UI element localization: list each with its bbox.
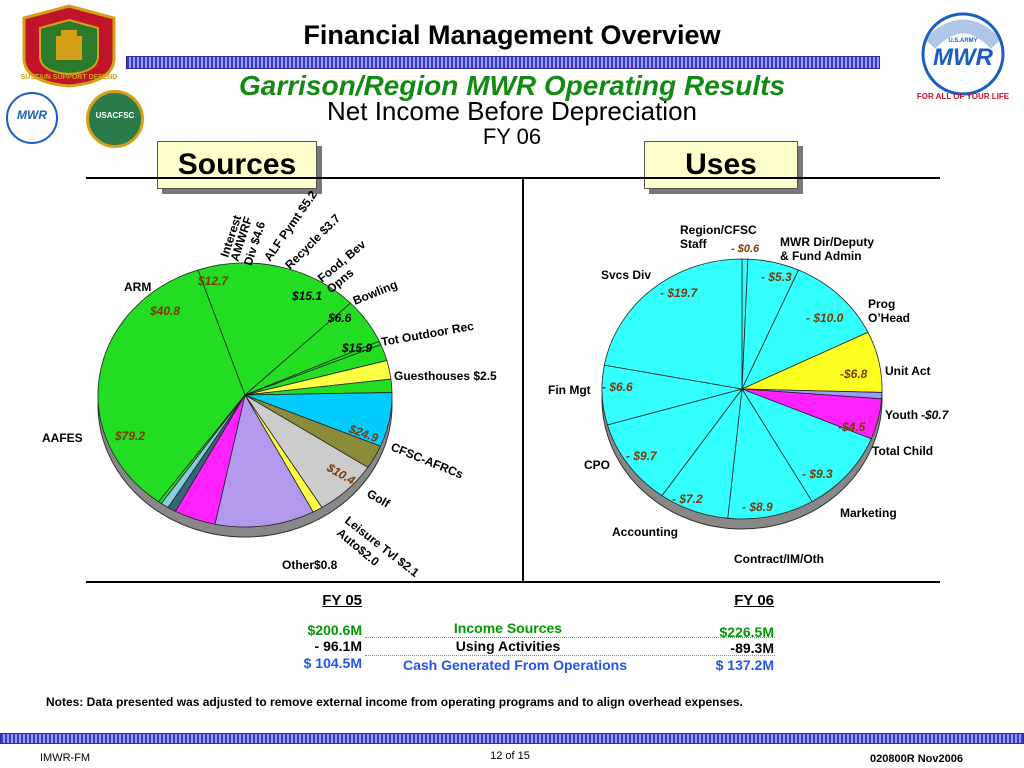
army-seal-logo: SUSTAIN SUPPORT DEFEND (14, 2, 124, 88)
pie-slice-svcs-div (603, 258, 743, 390)
fy05-income: $200.6M (307, 622, 362, 638)
slice-label-mwr-dir-deputy-fund-admin-0: MWR Dir/Deputy (780, 235, 874, 249)
uses-heading: Uses (644, 141, 798, 189)
pie-slice-other-0-8 (158, 394, 246, 505)
frame-bottom-line (86, 581, 940, 583)
value-label-arm: $40.8 (149, 304, 180, 318)
value-label-contract-im-oth: - $8.9 (742, 500, 773, 514)
slice-label-region-cfsc-staff-0: Region/CFSC (680, 223, 757, 237)
value-label-aafes: $79.2 (114, 429, 145, 443)
footer-right: 020800R Nov2006 (870, 753, 963, 765)
pie-slice-aafes (97, 269, 246, 503)
slice-label-guesthouses-2-5: Guesthouses $2.5 (394, 369, 497, 383)
footer-left: IMWR-FM (40, 752, 91, 764)
value-label-total-child: -$4.5 (838, 420, 866, 434)
sources-pie: AAFES $79.2ARM$40.8$12.7InterestAMWRFDiv … (42, 188, 497, 580)
income-sources-label: Income Sources (453, 620, 563, 636)
mwr-logo-small: MWR (6, 92, 58, 144)
value-label-mwr-dir-deputy-fund-admin: - $5.3 (761, 270, 792, 284)
fy06-cash: $ 137.2M (715, 657, 774, 673)
value-label-prog-o-head: - $10.0 (806, 311, 844, 325)
slice-label-prog-o-head-0: Prog (868, 297, 895, 311)
slice-label-mwr-dir-deputy-fund-admin-1: & Fund Admin (780, 249, 862, 263)
slice-label-region-cfsc-staff-1: Staff (680, 237, 708, 251)
mwr-logo-large: U.S.ARMY MWR FOR ALL OF YOUR LIFE (910, 4, 1016, 108)
title-divider-bar (126, 56, 880, 69)
slice-label-contract-im-oth: Contract/IM/Oth (734, 552, 824, 566)
slice-label-svcs-div: Svcs Div (601, 268, 651, 282)
value-label-svcs-div: - $19.7 (660, 286, 699, 300)
fy05-cash: $ 104.5M (303, 655, 362, 671)
value-label-12-7: $12.7 (197, 274, 229, 288)
value-label-unit-act: -$6.8 (840, 367, 868, 381)
cash-generated-label: Cash Generated From Operations (402, 657, 628, 673)
value-label-tot-outdoor-rec: $15.9 (341, 341, 372, 355)
frame-top-line (86, 177, 940, 179)
slice-label-total-child: Total Child (872, 444, 933, 458)
slice-label-youth: Youth (885, 408, 918, 422)
fy06-header: FY 06 (734, 592, 774, 609)
pie-slice-cpo (606, 388, 744, 497)
notes-text: Notes: Data presented was adjusted to re… (46, 695, 743, 709)
value-label-accounting: - $7.2 (672, 492, 703, 506)
footer-divider-bar (0, 733, 1024, 744)
page-title: Financial Management Overview (303, 20, 721, 50)
slice-label-marketing: Marketing (840, 506, 897, 520)
slice-label-unit-act: Unit Act (885, 364, 931, 378)
value-label-fin-mgt: - $6.6 (602, 380, 633, 394)
frame-divider (522, 177, 524, 583)
pie-slice-arm (197, 262, 352, 396)
fy06-using: -89.3M (730, 640, 774, 656)
slice-label-other-0-8: Other$0.8 (282, 558, 338, 572)
army-seal-text: SUSTAIN SUPPORT DEFEND (20, 74, 118, 81)
slice-label-bowling: Bowling (351, 277, 400, 307)
value-label-marketing: - $9.3 (802, 467, 833, 481)
slice-label-cfsc-afrcs: CFSC-AFRCs (389, 440, 466, 482)
fy05-header: FY 05 (322, 592, 362, 609)
slice-label-accounting: Accounting (612, 525, 678, 539)
value-label-food-bev-opns: $15.1 (291, 289, 322, 303)
sources-heading: Sources (157, 141, 317, 189)
period-label: FY 06 (482, 124, 542, 149)
pie-slice-contract-im-oth (727, 387, 813, 520)
footer-page-number: 12 of 15 (490, 750, 530, 762)
slice-label-fin-mgt: Fin Mgt (548, 383, 591, 397)
usacfsc-eagle-logo: USACFSC (86, 90, 144, 148)
slice-label-cpo: CPO (584, 458, 610, 472)
using-activities-label: Using Activities (455, 638, 561, 654)
fy05-using: - 96.1M (314, 638, 362, 654)
pie-slice-cfsc-afrcs (214, 393, 314, 528)
value-label-cpo: - $9.7 (626, 449, 658, 463)
value-label-youth: -$0.7 (921, 408, 950, 422)
slice-label-prog-o-head-1: O’Head (868, 311, 910, 325)
slice-label-aafes: AAFES (42, 431, 83, 445)
summary-dotted-line-2 (365, 655, 775, 656)
fy06-income: $226.5M (719, 624, 774, 640)
pie-slice-marketing (741, 388, 872, 503)
slice-label-tot-outdoor-rec: Tot Outdoor Rec (380, 319, 475, 349)
slice-label-arm: ARM (124, 280, 151, 294)
value-label-region-cfsc-staff: - $0.6 (731, 243, 760, 255)
page-subtitle-2: Net Income Before Depreciation (327, 96, 697, 126)
slice-label-golf: Golf (365, 486, 394, 511)
pie-slice-prog-o-head (741, 269, 869, 390)
summary-dotted-line-1 (365, 637, 775, 638)
value-label-bowling: $6.6 (327, 311, 352, 325)
page-subtitle: Garrison/Region MWR Operating Results (238, 70, 786, 101)
